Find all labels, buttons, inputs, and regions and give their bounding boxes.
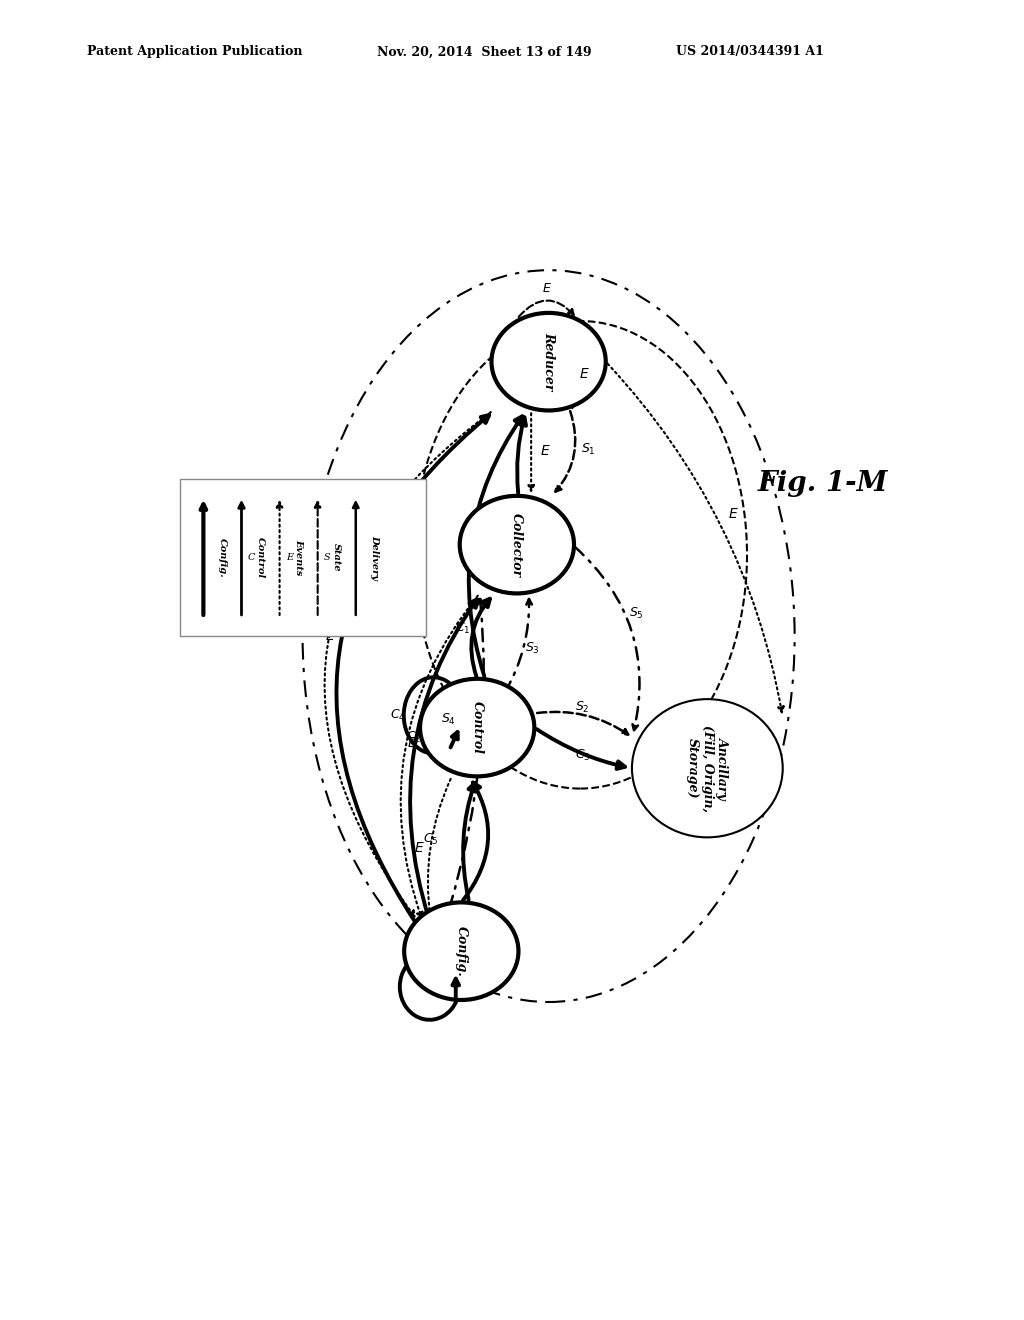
FancyArrowPatch shape [505, 599, 531, 693]
FancyArrowPatch shape [574, 546, 640, 730]
FancyArrowPatch shape [572, 346, 583, 408]
FancyArrowPatch shape [517, 417, 526, 494]
FancyArrowPatch shape [463, 783, 476, 900]
Text: $C_4$: $C_4$ [390, 708, 406, 723]
Text: E: E [326, 630, 335, 643]
Text: Config.: Config. [218, 537, 226, 577]
Text: E: E [541, 444, 550, 458]
Bar [179, 479, 426, 636]
Ellipse shape [492, 313, 606, 411]
Text: Fig. 1-M: Fig. 1-M [757, 470, 888, 498]
FancyArrowPatch shape [325, 412, 490, 916]
FancyArrowPatch shape [537, 711, 628, 734]
Text: E: E [543, 282, 550, 294]
Text: $S_1$: $S_1$ [581, 442, 596, 457]
FancyArrowPatch shape [469, 416, 522, 676]
Text: Control: Control [256, 537, 265, 578]
FancyArrowPatch shape [528, 413, 534, 491]
Text: S: S [324, 553, 331, 562]
FancyArrowPatch shape [427, 779, 451, 917]
Text: E: E [580, 367, 589, 381]
Text: Delivery: Delivery [370, 535, 379, 579]
Text: $S_4$: $S_4$ [441, 711, 456, 727]
Text: $S_2$: $S_2$ [575, 700, 590, 715]
FancyArrowPatch shape [400, 595, 478, 917]
Text: $S_3$: $S_3$ [525, 640, 540, 656]
FancyArrowPatch shape [410, 599, 477, 917]
FancyArrowPatch shape [337, 414, 489, 924]
Text: US 2014/0344391 A1: US 2014/0344391 A1 [676, 45, 823, 58]
Text: $S_5$: $S_5$ [629, 606, 643, 622]
Text: $C_1$: $C_1$ [455, 620, 471, 635]
FancyArrowPatch shape [450, 599, 484, 908]
Text: C: C [248, 553, 255, 562]
FancyArrowPatch shape [463, 783, 488, 900]
Text: Control: Control [471, 701, 483, 754]
Ellipse shape [404, 903, 518, 1001]
FancyArrowPatch shape [519, 301, 573, 317]
FancyArrowPatch shape [471, 599, 489, 676]
FancyArrowPatch shape [607, 364, 783, 713]
Text: E: E [286, 553, 293, 562]
Text: E: E [415, 841, 424, 854]
Text: Reducer: Reducer [542, 333, 555, 391]
Text: $C_2$: $C_2$ [407, 730, 421, 746]
Text: $C_3$: $C_3$ [574, 747, 591, 763]
Text: Nov. 20, 2014  Sheet 13 of 149: Nov. 20, 2014 Sheet 13 of 149 [377, 45, 592, 58]
Text: Config.: Config. [455, 925, 468, 977]
Ellipse shape [420, 678, 535, 776]
Text: Collector: Collector [510, 512, 523, 577]
Text: E: E [728, 507, 737, 521]
Text: Patent Application Publication: Patent Application Publication [87, 45, 302, 58]
Text: State: State [332, 543, 341, 572]
Text: Ancillary
(Fill, Origin,
Storage): Ancillary (Fill, Origin, Storage) [686, 725, 729, 812]
Text: Events: Events [294, 539, 303, 576]
Text: $C_5$: $C_5$ [423, 832, 439, 847]
FancyArrowPatch shape [555, 411, 575, 491]
Ellipse shape [632, 700, 782, 837]
Text: E: E [408, 735, 417, 750]
Ellipse shape [460, 496, 574, 594]
FancyArrowPatch shape [537, 729, 625, 770]
